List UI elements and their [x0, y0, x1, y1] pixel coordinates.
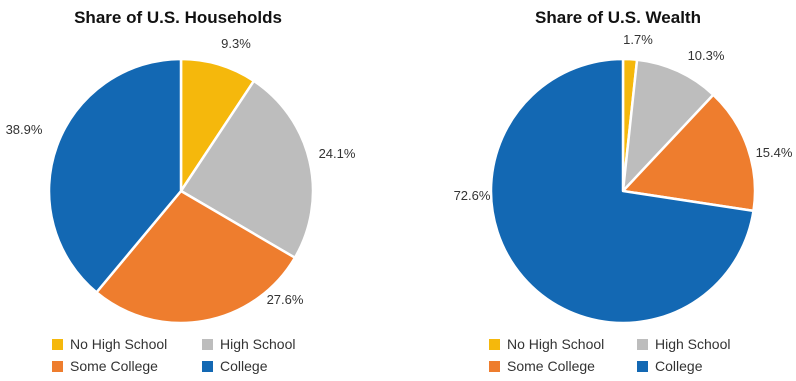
- pie-slice-high-school: [179, 79, 315, 259]
- legend-label-high-school: High School: [220, 336, 296, 352]
- value-label-some-college: 27.6%: [267, 292, 304, 307]
- legend-swatch-college: [637, 361, 648, 372]
- wealth-pie: [489, 57, 757, 325]
- legend-swatch-no-high-school: [52, 339, 63, 350]
- households-value-labels: 9.3% 24.1% 27.6% 38.9%: [6, 36, 356, 307]
- wealth-value-labels: 1.7% 10.3% 15.4% 72.6%: [454, 32, 793, 203]
- pie-slice-some-college: [621, 93, 757, 213]
- legend-label-no-high-school: No High School: [507, 336, 604, 352]
- households-chart: Share of U.S. Households 9.3% 24.1% 27.6% 3…: [6, 8, 356, 374]
- pie-slice-high-school: [621, 58, 715, 193]
- legend-swatch-no-high-school: [489, 339, 500, 350]
- legend-label-no-high-school: No High School: [70, 336, 167, 352]
- legend-label-college: College: [220, 358, 268, 374]
- pie-slice-no-high-school: [179, 57, 256, 193]
- legend-swatch-some-college: [52, 361, 63, 372]
- value-label-high-school: 10.3%: [688, 48, 725, 63]
- pie-slice-college: [47, 57, 183, 294]
- households-pie: [47, 57, 315, 325]
- pie-slice-some-college: [95, 189, 297, 325]
- legend-label-some-college: Some College: [507, 358, 595, 374]
- legend-label-high-school: High School: [655, 336, 731, 352]
- households-chart-title: Share of U.S. Households: [74, 8, 282, 27]
- households-legend: No High School High School Some College Col…: [52, 336, 296, 374]
- legend-swatch-high-school: [202, 339, 213, 350]
- value-label-college: 72.6%: [454, 188, 491, 203]
- legend-label-some-college: Some College: [70, 358, 158, 374]
- wealth-chart: Share of U.S. Wealth 1.7% 10.3% 15.4% 72.6%…: [454, 8, 793, 374]
- wealth-legend: No High School High School Some College Col…: [489, 336, 731, 374]
- legend-label-college: College: [655, 358, 703, 374]
- pie-slice-college: [489, 57, 755, 325]
- legend-swatch-college: [202, 361, 213, 372]
- value-label-college: 38.9%: [6, 122, 43, 137]
- legend-swatch-high-school: [637, 339, 648, 350]
- value-label-some-college: 15.4%: [756, 145, 793, 160]
- value-label-no-high-school: 1.7%: [623, 32, 653, 47]
- value-label-high-school: 24.1%: [319, 146, 356, 161]
- value-label-no-high-school: 9.3%: [221, 36, 251, 51]
- legend-swatch-some-college: [489, 361, 500, 372]
- wealth-chart-title: Share of U.S. Wealth: [535, 8, 701, 27]
